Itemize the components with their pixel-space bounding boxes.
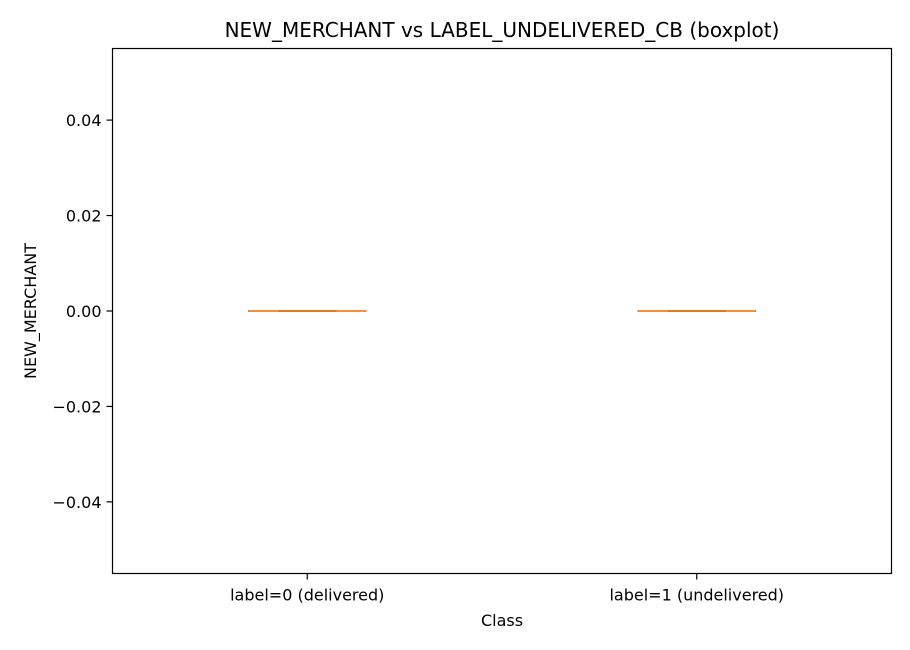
y-tick-label: 0.04: [66, 111, 102, 130]
y-tick-label: 0.00: [66, 302, 102, 321]
y-tick-label: −0.04: [52, 493, 101, 512]
y-tick-label: 0.02: [66, 207, 102, 226]
y-tick-label: −0.02: [52, 397, 101, 416]
y-axis-ticks: −0.04 −0.02 0.00 0.02 0.04: [52, 111, 113, 512]
y-axis-label: NEW_MERCHANT: [21, 243, 41, 379]
chart-title: NEW_MERCHANT vs LABEL_UNDELIVERED_CB (bo…: [225, 18, 780, 42]
x-axis-label: Class: [481, 611, 523, 630]
x-axis-ticks: label=0 (delivered) label=1 (undelivered): [230, 573, 784, 605]
plot-area-frame: [111, 47, 893, 575]
x-tick-label: label=1 (undelivered): [609, 586, 784, 605]
x-tick-label: label=0 (delivered): [230, 586, 384, 605]
